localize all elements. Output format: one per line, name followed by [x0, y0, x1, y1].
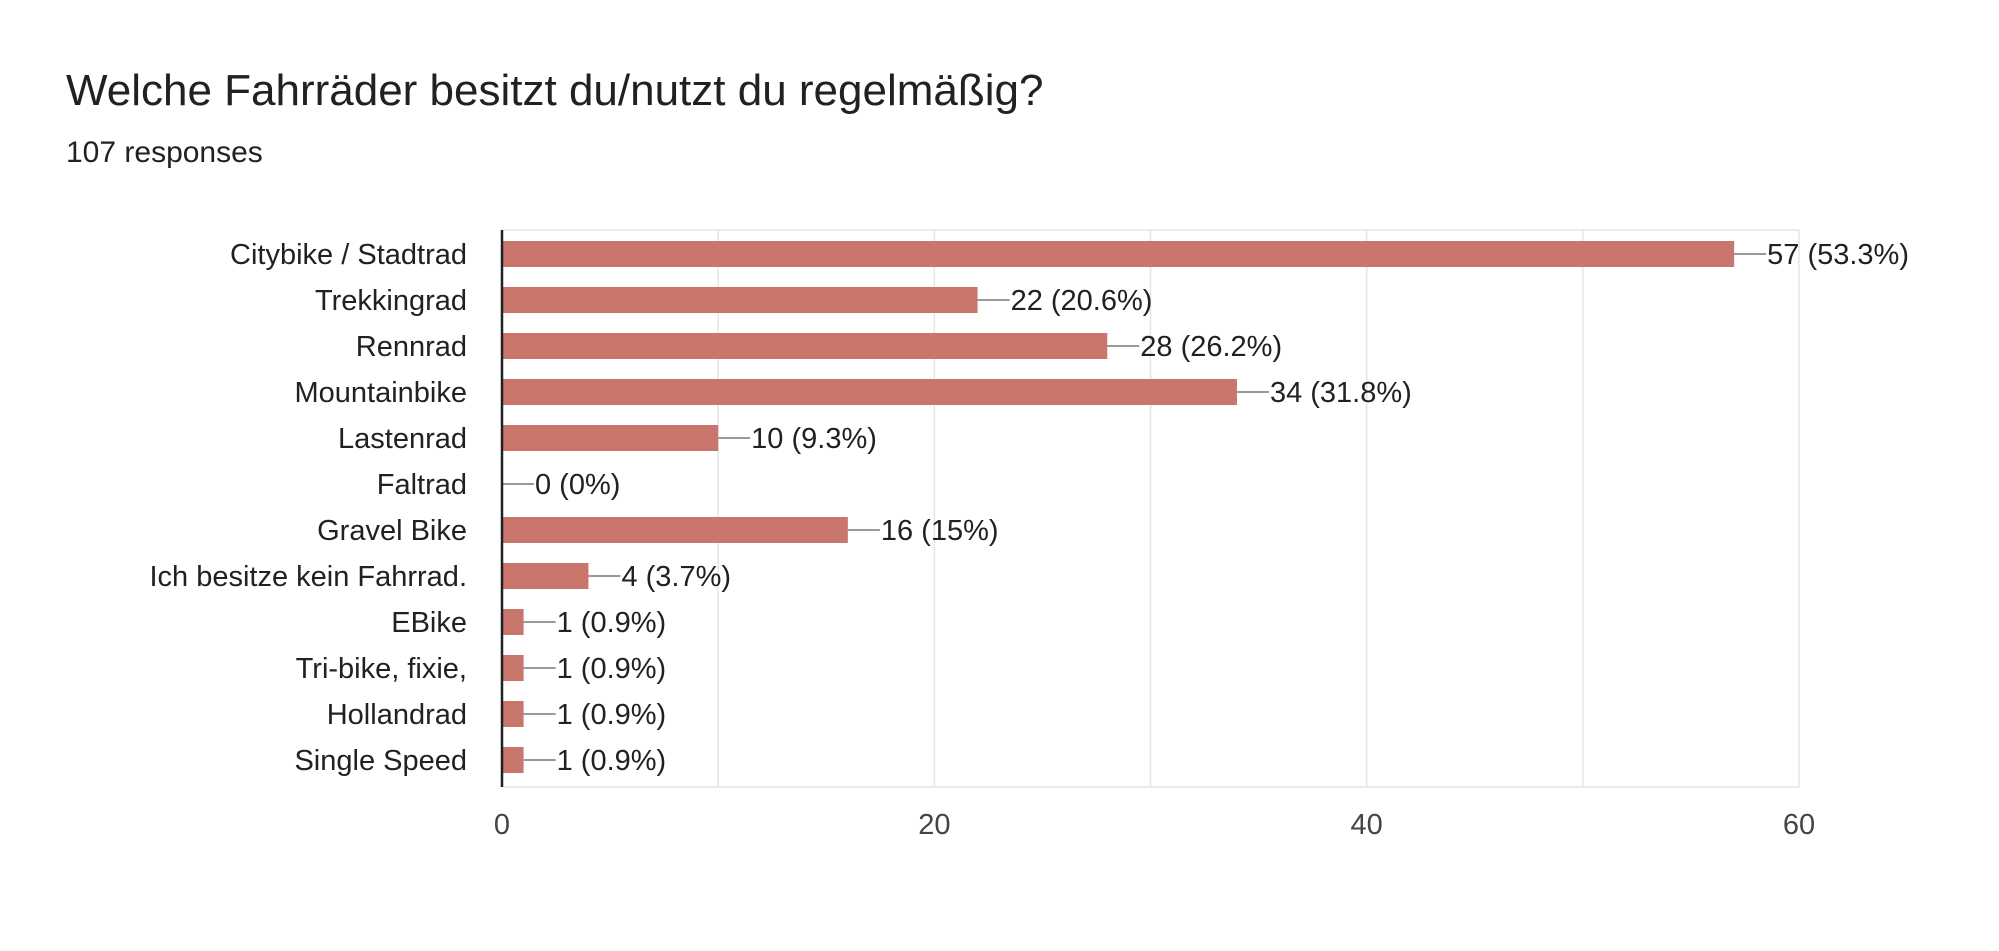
category-label: Trekkingrad — [315, 285, 467, 317]
question-title: Welche Fahrräder besitzt du/nutzt du reg… — [66, 66, 1044, 115]
value-label: 1 (0.9%) — [557, 699, 667, 731]
bar — [502, 241, 1735, 267]
category-label: Ich besitze kein Fahrrad. — [149, 561, 467, 593]
value-label: 1 (0.9%) — [557, 653, 667, 685]
bar — [502, 287, 978, 313]
category-labels: Citybike / Stadtrad Trekkingrad Rennrad Mou… — [149, 239, 467, 777]
category-label: Single Speed — [294, 745, 467, 777]
category-label: Tri-bike, fixie, — [296, 653, 467, 685]
value-label: 28 (26.2%) — [1140, 331, 1282, 363]
bars — [502, 241, 1735, 773]
value-labels: 57 (53.3%) 22 (20.6%) 28 (26.2%) 34 (31.8%)… — [535, 239, 1909, 777]
value-label: 34 (31.8%) — [1270, 377, 1412, 409]
value-label: 0 (0%) — [535, 469, 620, 501]
bar — [502, 333, 1108, 359]
value-label: 16 (15%) — [881, 515, 999, 547]
value-label: 4 (3.7%) — [621, 561, 731, 593]
bar — [502, 609, 524, 635]
bar — [502, 701, 524, 727]
category-label: Rennrad — [356, 331, 467, 363]
x-tick-label: 0 — [494, 809, 510, 841]
value-label: 22 (20.6%) — [1011, 285, 1153, 317]
x-tick-labels: 0 20 40 60 — [494, 809, 1815, 841]
bar — [502, 425, 719, 451]
category-label: Faltrad — [377, 469, 467, 501]
bar — [502, 563, 589, 589]
x-tick-label: 60 — [1783, 809, 1815, 841]
category-label: EBike — [391, 607, 467, 639]
value-label: 10 (9.3%) — [751, 423, 877, 455]
category-label: Hollandrad — [327, 699, 467, 731]
category-label: Gravel Bike — [317, 515, 467, 547]
grid-lines — [502, 229, 1800, 788]
bar — [502, 379, 1237, 405]
category-label: Citybike / Stadtrad — [230, 239, 467, 271]
response-count: 107 responses — [66, 136, 263, 169]
bar — [502, 747, 524, 773]
bar — [502, 655, 524, 681]
category-label: Mountainbike — [295, 377, 468, 409]
value-label: 57 (53.3%) — [1767, 239, 1909, 271]
value-label: 1 (0.9%) — [557, 745, 667, 777]
value-leaders — [502, 253, 1767, 761]
x-tick-label: 20 — [918, 809, 950, 841]
x-tick-label: 40 — [1351, 809, 1383, 841]
category-label: Lastenrad — [338, 423, 467, 455]
bar — [502, 517, 848, 543]
value-label: 1 (0.9%) — [557, 607, 667, 639]
